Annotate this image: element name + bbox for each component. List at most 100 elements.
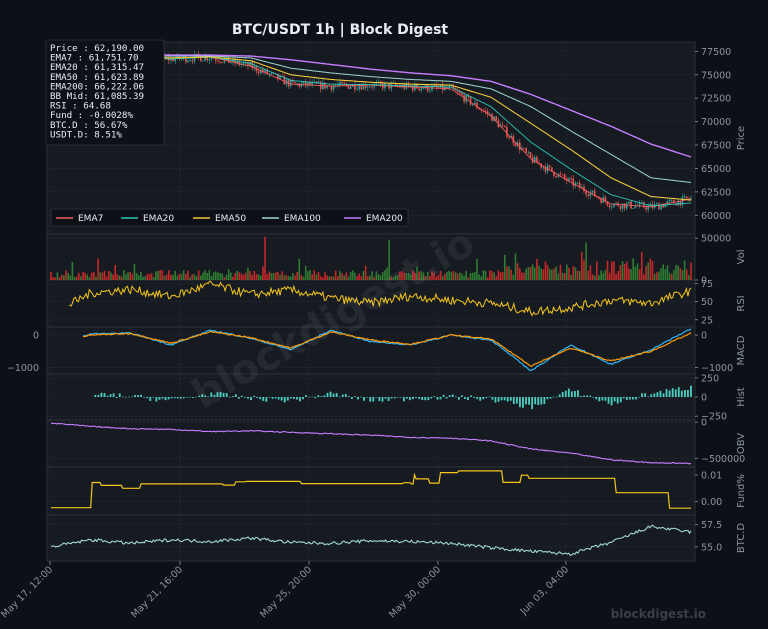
volume-bar	[420, 271, 423, 280]
hist-bar	[653, 393, 656, 397]
volume-bar	[217, 272, 219, 280]
candle-body	[195, 53, 198, 55]
volume-bar	[424, 276, 427, 280]
candle-body	[632, 208, 635, 209]
candle-body	[264, 69, 266, 73]
hist-bar	[228, 396, 231, 398]
volume-bar	[131, 273, 134, 280]
volume-bar	[172, 274, 174, 280]
volume-bar	[647, 262, 649, 280]
hist-bar	[409, 397, 411, 401]
axis-label-rsi: RSI	[736, 295, 747, 311]
candle-body	[660, 204, 662, 210]
hist-bar	[207, 396, 210, 398]
hist-bar	[656, 392, 659, 397]
volume-bar	[613, 261, 615, 280]
volume-bar	[542, 269, 545, 280]
hist-bar	[280, 397, 283, 401]
candle-body	[337, 84, 339, 86]
candle-body	[364, 84, 367, 88]
hist-bar	[179, 397, 182, 399]
hist-bar	[525, 397, 527, 405]
volume-bar	[611, 261, 613, 280]
hist-bar	[625, 397, 628, 400]
candle-body	[435, 84, 438, 88]
volume-bars	[50, 236, 692, 280]
volume-bar	[510, 269, 513, 280]
volume-bar	[54, 277, 57, 280]
volume-bar	[93, 271, 95, 280]
y-tick-label-fund: 0.00	[701, 497, 722, 508]
volume-bar	[315, 274, 318, 280]
hist-bar	[146, 397, 149, 399]
volume-bar	[418, 271, 420, 280]
volume-bar	[587, 270, 590, 280]
candle-body	[452, 85, 455, 89]
hist-bar	[204, 395, 207, 397]
candle-body	[429, 90, 431, 92]
volume-bar	[476, 259, 478, 280]
candle-body	[411, 86, 414, 91]
y-tick-label-macd: 0	[701, 331, 707, 342]
hist-bar	[158, 397, 161, 400]
volume-bar	[662, 264, 664, 280]
volume-bar	[347, 276, 350, 280]
hist-bar	[351, 397, 353, 399]
volume-bar	[375, 271, 378, 280]
volume-bar	[200, 275, 202, 280]
hist-bar	[372, 397, 375, 402]
volume-bar	[257, 274, 260, 280]
volume-bar	[304, 265, 307, 280]
volume-bar	[118, 275, 121, 280]
candle-body	[484, 110, 487, 112]
hist-bar	[390, 397, 393, 399]
hist-bar	[262, 397, 265, 401]
info-box-bg	[45, 39, 165, 146]
candle-body	[307, 82, 309, 86]
hist-bar	[399, 397, 402, 398]
y-tick-label-btcd: 55.0	[701, 542, 722, 553]
volume-bar	[229, 272, 232, 280]
volume-bar	[591, 274, 594, 280]
volume-bar	[178, 273, 181, 280]
candle-body	[606, 201, 609, 206]
info-line: EMA50 : 61,623.89	[50, 72, 144, 83]
hist-bar	[143, 397, 146, 398]
volume-bar	[394, 275, 397, 280]
candle-body	[480, 109, 483, 111]
candle-body	[525, 148, 527, 153]
candle-body	[236, 60, 239, 64]
hist-bar	[442, 394, 445, 397]
volume-bar	[533, 267, 536, 280]
series-line-fund	[51, 470, 691, 509]
hist-bar	[97, 394, 100, 397]
volume-bar	[332, 276, 335, 280]
volume-bar	[56, 272, 59, 280]
volume-bar	[360, 276, 363, 280]
hist-bar	[607, 397, 610, 404]
volume-bar	[225, 274, 228, 280]
volume-bar	[619, 265, 622, 280]
volume-bar	[313, 270, 316, 280]
volume-bar	[506, 266, 508, 280]
y-tick-label-price: 60000	[701, 211, 731, 222]
hist-bar	[635, 397, 637, 400]
hist-bar	[448, 395, 451, 397]
hist-bar	[677, 387, 680, 397]
hist-bar	[186, 396, 188, 398]
candle-body	[221, 62, 224, 64]
volume-bar	[268, 271, 271, 280]
candle-body	[501, 125, 504, 126]
hist-bar	[170, 397, 173, 399]
candle-body	[461, 93, 463, 96]
hist-bar	[457, 397, 460, 400]
volume-bar	[330, 276, 333, 280]
hist-bars	[94, 385, 692, 410]
legend-label: EMA7	[78, 214, 103, 224]
candle-body	[238, 60, 241, 65]
hist-bar	[577, 390, 579, 397]
hist-bar	[241, 395, 243, 397]
candle-body	[623, 203, 626, 209]
